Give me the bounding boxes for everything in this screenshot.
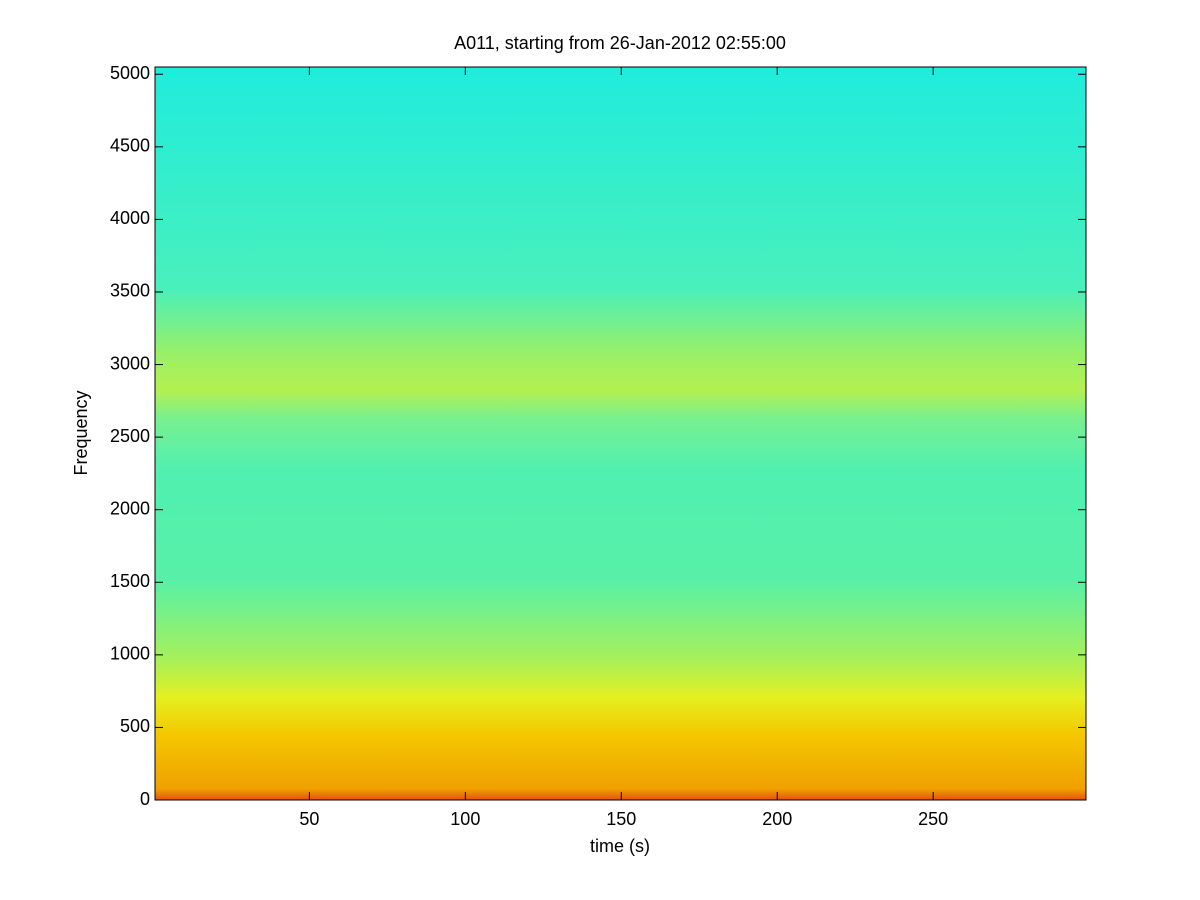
y-tick-label: 0 (140, 789, 150, 809)
x-tick-label: 50 (299, 809, 319, 829)
plot-frame (154, 66, 1087, 801)
spectrogram-image (155, 67, 1086, 800)
y-tick-label: 4000 (110, 208, 150, 228)
y-tick-label: 1000 (110, 644, 150, 664)
y-tick-label: 5000 (110, 63, 150, 83)
x-tick-label: 200 (762, 809, 792, 829)
x-tick-label: 100 (450, 809, 480, 829)
y-tick-label: 1500 (110, 571, 150, 591)
y-tick-label: 4500 (110, 136, 150, 156)
chart-title: A011, starting from 26-Jan-2012 02:55:00 (454, 33, 786, 53)
x-tick-label: 250 (918, 809, 948, 829)
x-axis-label: time (s) (590, 836, 650, 856)
y-tick-label: 3500 (110, 281, 150, 301)
x-tick-label: 150 (606, 809, 636, 829)
y-axis-label: Frequency (71, 390, 91, 475)
y-tick-label: 3000 (110, 353, 150, 373)
y-tick-label: 500 (120, 716, 150, 736)
y-tick-label: 2500 (110, 426, 150, 446)
y-tick-label: 2000 (110, 498, 150, 518)
